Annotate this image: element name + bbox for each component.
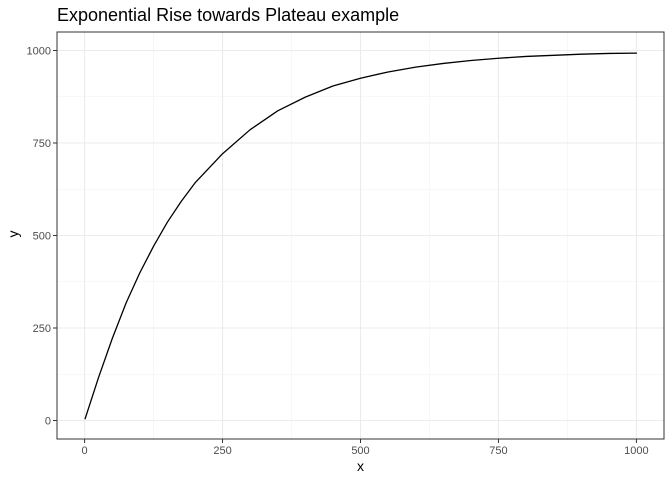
- y-tick-label: 500: [33, 231, 51, 243]
- x-tick-label: 750: [489, 445, 507, 457]
- x-tick-label: 500: [351, 445, 369, 457]
- y-tick-label: 1000: [27, 46, 51, 58]
- y-tick-label: 250: [33, 323, 51, 335]
- x-axis-ticks: 0 250 500 750 1000: [82, 439, 649, 457]
- y-tick-label: 0: [45, 416, 51, 428]
- x-tick-label: 0: [82, 445, 88, 457]
- major-gridlines: [57, 32, 664, 439]
- y-axis-title: y: [5, 231, 21, 238]
- chart-title: Exponential Rise towards Plateau example: [57, 5, 399, 25]
- y-tick-label: 750: [33, 138, 51, 150]
- x-tick-label: 1000: [624, 445, 648, 457]
- x-tick-label: 250: [213, 445, 231, 457]
- y-axis-ticks: 0 250 500 750 1000: [27, 46, 57, 428]
- series-line: [84, 52, 638, 420]
- x-axis-title: x: [357, 458, 364, 474]
- series-layer: [84, 52, 638, 420]
